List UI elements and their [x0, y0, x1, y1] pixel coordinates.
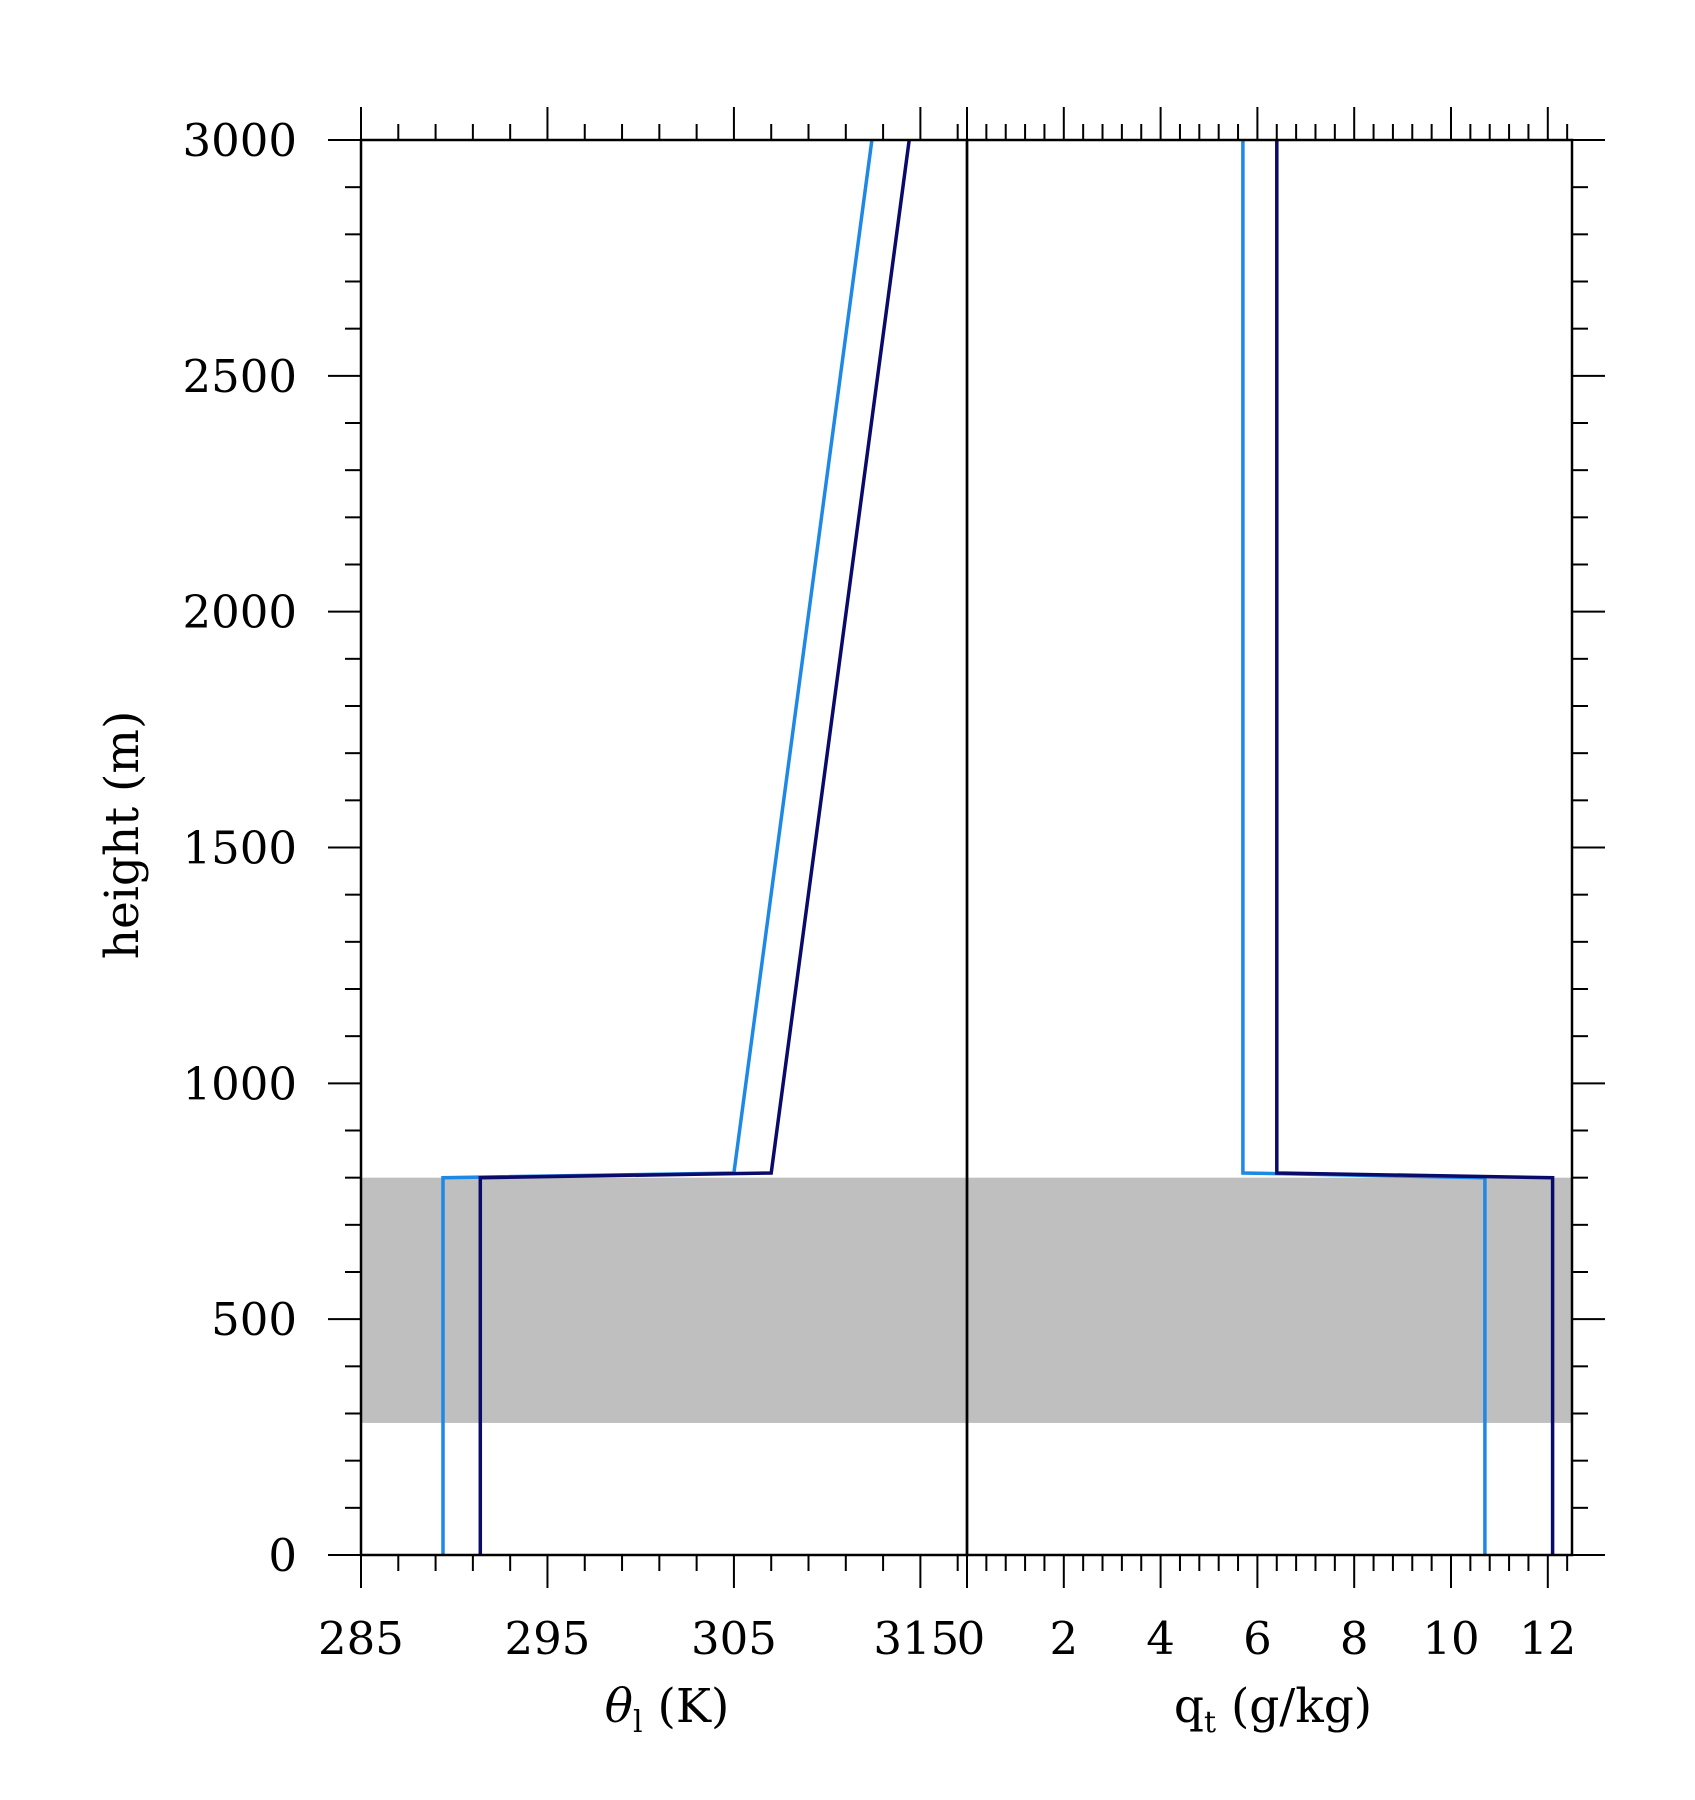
x-tick-label-right: 0	[957, 1612, 986, 1665]
x-axis-title-right-unit: (g/kg)	[1231, 1679, 1372, 1734]
shaded-band-right	[967, 1177, 1572, 1423]
y-tick-label: 1500	[182, 822, 297, 875]
x-axis-title-left-unit: (K)	[658, 1679, 730, 1734]
y-tick-label: 2000	[182, 586, 297, 639]
plot-frame-right	[965, 138, 1574, 1557]
y-tick-label: 1000	[182, 1057, 297, 1110]
frame-layer	[359, 138, 1574, 1557]
x-tick-label-right: 2	[1049, 1612, 1078, 1665]
x-axis-title-left-symbol: θ	[605, 1679, 633, 1734]
series-line-right-2	[1275, 140, 1555, 1555]
y-tick-label: 3000	[182, 114, 297, 167]
y-axis-title: height (m)	[95, 711, 150, 960]
tick-layer	[328, 107, 1605, 1588]
x-axis-title-left-space	[643, 1679, 658, 1734]
y-tick-label: 2500	[182, 350, 297, 403]
series-line-left-2	[478, 139, 911, 1555]
x-tick-label-right: 6	[1243, 1612, 1272, 1665]
y-tick-label: 0	[268, 1529, 297, 1582]
x-tick-label-right: 10	[1422, 1612, 1479, 1665]
x-tick-label-left: 295	[505, 1612, 591, 1665]
x-axis-title-right-symbol: q	[1174, 1679, 1204, 1734]
x-tick-label-right: 8	[1340, 1612, 1369, 1665]
y-tick-label: 500	[211, 1293, 297, 1346]
x-tick-label-right: 12	[1519, 1612, 1576, 1665]
x-tick-label-right: 4	[1146, 1612, 1175, 1665]
x-tick-label-left: 285	[318, 1612, 404, 1665]
x-axis-title-right: qt (g/kg)	[1174, 1679, 1372, 1740]
x-axis-title-left-subscript: l	[633, 1705, 643, 1740]
shaded-band-left	[361, 1177, 967, 1423]
x-tick-label-left: 305	[691, 1612, 777, 1665]
shaded-band-layer	[361, 1177, 1572, 1423]
x-axis-title-right-subscript: t	[1204, 1705, 1216, 1740]
x-axis-title-right-space	[1216, 1679, 1231, 1734]
x-tick-label-left: 315	[873, 1612, 959, 1665]
x-axis-title-left: θl (K)	[605, 1679, 730, 1740]
series-layer	[441, 139, 1555, 1555]
